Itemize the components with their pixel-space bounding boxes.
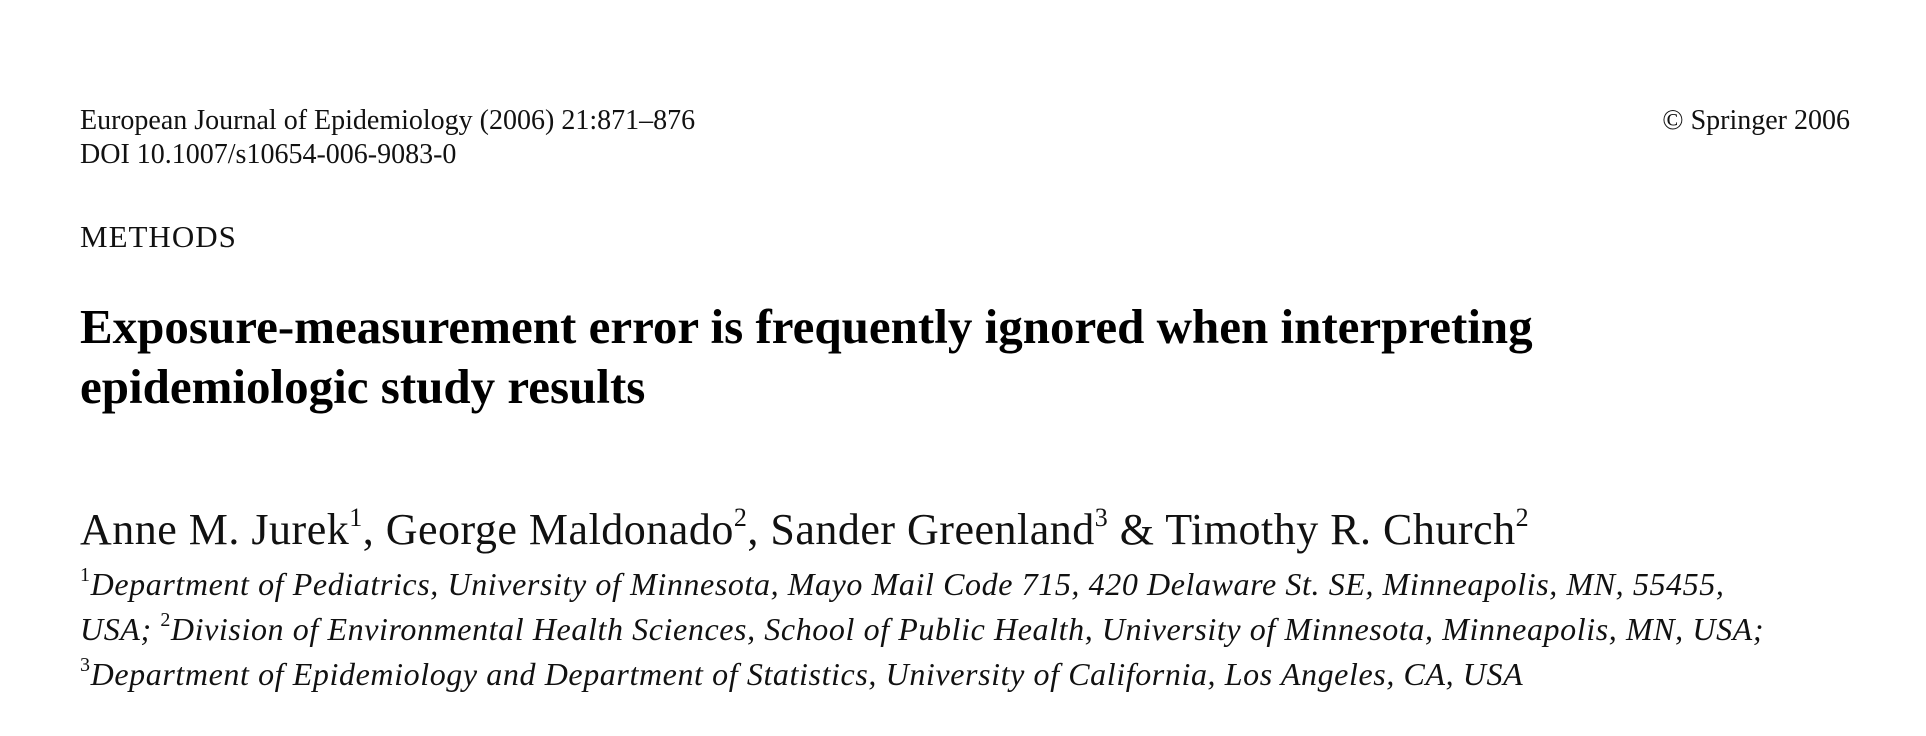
affiliation-text: Department of Epidemiology and Departmen…: [90, 656, 1524, 692]
section-label: METHODS: [80, 219, 237, 254]
title-line-2: epidemiologic study results: [80, 359, 646, 414]
author-separator: &: [1108, 505, 1166, 554]
article-title: Exposure-measurement error is frequently…: [80, 297, 1780, 417]
author-affiliation-mark: 2: [733, 503, 748, 532]
author-affiliation-mark: 2: [1515, 503, 1530, 532]
author-name: George Maldonado: [385, 505, 734, 554]
affiliation-line: 3Department of Epidemiology and Departme…: [80, 652, 1850, 697]
affiliation-mark: 3: [80, 654, 91, 676]
affiliation-text: Department of Pediatrics, University of …: [90, 566, 1725, 602]
author-separator: ,: [747, 505, 771, 554]
affiliation-block: 1Department of Pediatrics, University of…: [80, 562, 1850, 697]
doi: DOI 10.1007/s10654-006-9083-0: [80, 139, 457, 170]
author-name: Timothy R. Church: [1165, 505, 1516, 554]
journal-citation: European Journal of Epidemiology (2006) …: [80, 105, 696, 136]
affiliation-line: 1Department of Pediatrics, University of…: [80, 562, 1850, 607]
article-first-page: European Journal of Epidemiology (2006) …: [80, 0, 1850, 736]
affiliation-mark: 1: [80, 564, 91, 586]
affiliation-text: Division of Environmental Health Science…: [170, 611, 1765, 647]
journal-info: European Journal of Epidemiology (2006) …: [80, 104, 695, 172]
affiliation-line: USA; 2Division of Environmental Health S…: [80, 607, 1850, 652]
author-separator: ,: [362, 505, 386, 554]
author-name: Anne M. Jurek: [80, 505, 350, 554]
title-line-1: Exposure-measurement error is frequently…: [80, 299, 1533, 354]
copyright-notice: © Springer 2006: [1662, 105, 1850, 136]
affiliation-mark: 2: [160, 609, 171, 631]
author-affiliation-mark: 1: [349, 503, 363, 532]
affiliation-country: USA;: [80, 611, 161, 647]
author-list: Anne M. Jurek1, George Maldonado2, Sande…: [80, 503, 1529, 557]
author-name: Sander Greenland: [770, 505, 1095, 554]
author-affiliation-mark: 3: [1094, 503, 1109, 532]
